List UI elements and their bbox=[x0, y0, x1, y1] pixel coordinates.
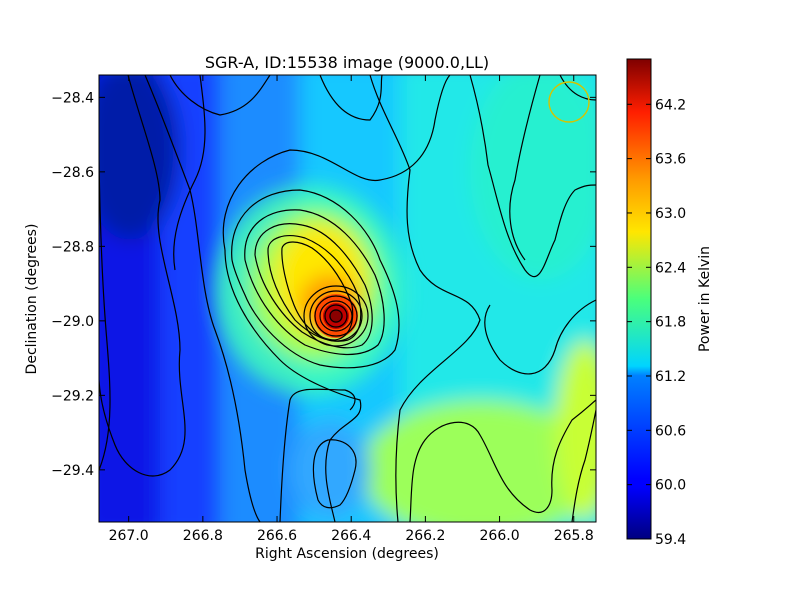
beam-marker bbox=[548, 81, 590, 123]
contour-lower-loop bbox=[312, 439, 357, 509]
x-axis-label: Right Ascension (degrees) bbox=[255, 546, 439, 562]
contour-top-mid bbox=[169, 75, 271, 116]
x-tick-label: 266.8 bbox=[183, 528, 223, 544]
contour-source-outer bbox=[222, 75, 451, 251]
contour-right-top bbox=[559, 75, 596, 101]
contour-source-3 bbox=[254, 223, 373, 349]
contour-right-wave bbox=[469, 75, 596, 278]
y-ticks: −28.4 −28.6 −28.8 −29.0 −29.2 −29.4 bbox=[51, 90, 596, 479]
field-lower-right bbox=[360, 400, 596, 522]
field-upper-right bbox=[470, 75, 596, 280]
y-tick-label: −28.6 bbox=[51, 165, 94, 181]
contour-right-lower bbox=[484, 299, 596, 375]
contour-source-1 bbox=[231, 189, 400, 369]
contour-lower-blob bbox=[409, 399, 596, 522]
chart-title: SGR-A, ID:15538 image (9000.0,LL) bbox=[205, 53, 489, 72]
contour-left-ridge bbox=[99, 75, 186, 477]
y-tick-label: −28.8 bbox=[51, 239, 94, 255]
plot-frame bbox=[98, 74, 597, 523]
contour-source-outer-close bbox=[224, 249, 362, 522]
contour-top-ridge bbox=[319, 75, 383, 121]
y-axis-label: Declination (degrees) bbox=[24, 224, 40, 375]
contour-source-5 bbox=[281, 241, 354, 341]
x-tick-label: 265.8 bbox=[554, 528, 594, 544]
colorbar-tick-label: 63.0 bbox=[655, 206, 686, 222]
colorbar-tick-label: 64.2 bbox=[655, 97, 686, 113]
contour-core-4 bbox=[319, 300, 353, 332]
x-ticks: 267.0 266.8 266.6 266.4 266.2 266.0 265.8 bbox=[109, 75, 594, 544]
source-core-peak bbox=[329, 309, 343, 323]
contour-core-3 bbox=[314, 295, 358, 337]
contour-left-second bbox=[144, 75, 261, 522]
contour-core-5 bbox=[324, 304, 348, 328]
x-tick-label: 266.4 bbox=[331, 528, 371, 544]
colorbar-tick-label: 63.6 bbox=[655, 152, 686, 168]
colorbar-tick-label: 61.8 bbox=[655, 315, 686, 331]
colorbar-ticks: 59.4 60.0 60.6 61.2 61.8 62.4 63.0 63.6 64.2 bbox=[627, 97, 686, 548]
contour-upper-right bbox=[509, 75, 541, 261]
x-tick-label: 267.0 bbox=[109, 528, 149, 544]
colorbar-tick-label: 60.6 bbox=[655, 423, 686, 439]
x-tick-label: 266.0 bbox=[480, 528, 520, 544]
contour-core-2 bbox=[309, 290, 363, 342]
contour-lines bbox=[99, 75, 596, 522]
contour-middle-right bbox=[369, 75, 481, 522]
y-tick-label: −29.0 bbox=[51, 314, 94, 330]
colorbar-tick-label: 61.2 bbox=[655, 369, 686, 385]
heatmap-area bbox=[99, 75, 596, 522]
colorbar bbox=[626, 58, 652, 540]
colorbar-tick-label: 60.0 bbox=[655, 478, 686, 494]
contour-core-1 bbox=[303, 285, 369, 347]
field-lower-right-edge bbox=[555, 340, 596, 520]
y-tick-label: −28.4 bbox=[51, 90, 94, 106]
colorbar-tick-label: 59.4 bbox=[655, 532, 686, 548]
contour-left-outer bbox=[173, 75, 206, 271]
x-tick-label: 266.2 bbox=[405, 528, 445, 544]
colorbar-label: Power in Kelvin bbox=[697, 246, 713, 352]
x-tick-label: 266.6 bbox=[257, 528, 297, 544]
contour-source-4 bbox=[267, 235, 362, 342]
contour-source-2 bbox=[244, 209, 385, 356]
contour-right-edge bbox=[571, 409, 596, 522]
y-tick-label: −29.2 bbox=[51, 388, 94, 404]
contour-center-vertical bbox=[279, 388, 356, 522]
field-lower-center bbox=[290, 420, 370, 520]
field-upper-left-dark bbox=[99, 75, 180, 240]
contour-core-6 bbox=[329, 309, 343, 323]
colorbar-tick-label: 62.4 bbox=[655, 260, 686, 276]
y-tick-label: −29.4 bbox=[51, 463, 94, 479]
